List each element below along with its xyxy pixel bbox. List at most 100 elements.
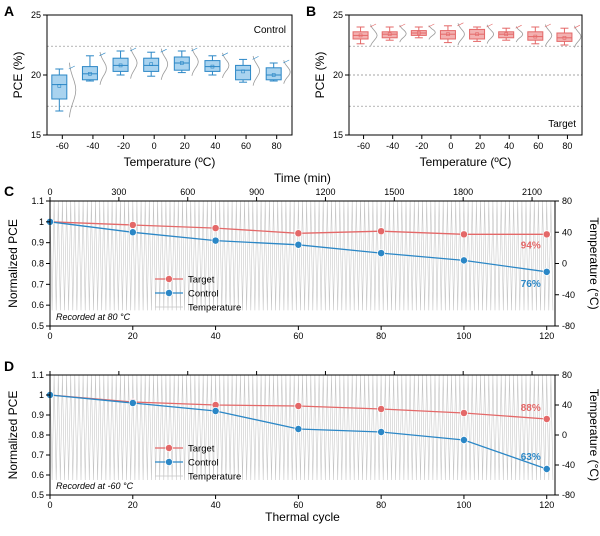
data-point-target [459, 409, 468, 417]
y-tick-label: 15 [333, 130, 343, 140]
box [173, 56, 190, 71]
y-tick-label: 1 [39, 390, 44, 400]
scatter-point [99, 52, 106, 57]
y-tick-label: 1 [39, 217, 44, 227]
legend-label: Target [188, 444, 215, 455]
data-point-control [294, 240, 303, 249]
top-x-tick-label: 300 [111, 187, 126, 197]
x-tick-label: 0 [47, 500, 52, 510]
panel-annotation: Control [254, 25, 286, 36]
box [556, 32, 573, 42]
box-mean [417, 31, 421, 35]
box-mean [88, 72, 92, 76]
scatter-point [486, 23, 493, 28]
right-y-tick-label: 80 [562, 370, 572, 380]
x-tick-label: 20 [128, 331, 138, 341]
scatter-point [399, 23, 406, 28]
right-y-tick-label: 40 [562, 227, 572, 237]
x-tick-label: 80 [376, 331, 386, 341]
x-tick-label: 60 [293, 500, 303, 510]
distribution-curve [130, 47, 138, 79]
right-y-tick-label: 80 [562, 196, 572, 206]
legend-marker [165, 275, 173, 283]
distribution-curve [222, 52, 230, 79]
box-mean [57, 84, 62, 88]
x-tick-label: 20 [128, 500, 138, 510]
x-tick-label: 80 [272, 141, 282, 151]
box [265, 67, 282, 81]
box-mean [180, 61, 184, 65]
distribution-curve [191, 47, 199, 76]
distribution-curve [160, 48, 169, 80]
temperature-trace [49, 200, 554, 311]
x-tick-label: -40 [386, 141, 399, 151]
y-axis-label: PCE (%) [11, 52, 25, 99]
x-tick-label: 60 [533, 141, 543, 151]
x-tick-label: -40 [86, 141, 99, 151]
x-tick-label: 0 [152, 141, 157, 151]
data-point-target [459, 230, 468, 239]
box-mean [118, 63, 123, 68]
x-tick-label: -20 [415, 141, 428, 151]
x-axis-label: Thermal cycle [265, 510, 340, 524]
box [381, 31, 398, 39]
data-point-control [211, 407, 220, 415]
x-tick-label: 40 [504, 141, 514, 151]
end-value-label: 63% [521, 452, 541, 463]
right-y-tick-label: -40 [562, 290, 575, 300]
data-point-target [542, 230, 551, 239]
x-tick-label: 100 [456, 500, 471, 510]
box [498, 31, 515, 39]
box-mean [446, 32, 450, 37]
x-tick-label: 0 [448, 141, 453, 151]
distribution-curve [515, 26, 524, 43]
x-tick-label: 20 [475, 141, 485, 151]
scatter-point [428, 23, 435, 28]
right-y-tick-label: 40 [562, 400, 572, 410]
x-tick-label: 80 [562, 141, 572, 151]
box-mean [387, 32, 392, 37]
legend-label: Target [188, 275, 215, 286]
y-tick-label: 25 [31, 10, 41, 20]
distribution-curve [574, 25, 582, 48]
top-x-tick-label: 1500 [384, 187, 404, 197]
y-tick-label: 0.6 [31, 300, 44, 310]
box-mean [475, 32, 479, 37]
panel-annotation: Target [548, 119, 576, 130]
panel-letter: D [4, 358, 14, 374]
panel-letter: A [4, 3, 14, 19]
distribution-curve [457, 23, 465, 46]
panel-letter: C [4, 183, 14, 199]
panel-annotation: Recorded at 80 °C [56, 312, 131, 322]
box [204, 60, 221, 72]
scatter-point [283, 59, 290, 64]
data-point-control [128, 399, 137, 407]
data-point-target [294, 402, 303, 410]
box [439, 30, 456, 40]
data-point-target [211, 224, 220, 233]
y-tick-label: 20 [31, 70, 41, 80]
y-tick-label: 25 [333, 10, 343, 20]
panel-c: 94%76%0 20 40 60 80 100 1200 300 600 900 1200 1500 1… [6, 171, 600, 341]
right-y-tick-label: -80 [562, 490, 575, 500]
panel-annotation: Recorded at -60 °C [56, 481, 134, 491]
panel-d: 88% 63% 0 20 40 60 80 100 120 Thermal cycle 0.5 0.6… [6, 370, 600, 524]
x-tick-label: 120 [539, 331, 554, 341]
right-y-axis-label: Temperature (°C) [587, 389, 600, 481]
distribution-curve [545, 24, 553, 47]
legend-marker [165, 458, 173, 466]
x-axis-label: Temperature (ºC) [124, 155, 216, 169]
data-point-control [377, 249, 386, 258]
distribution-curve [428, 25, 436, 40]
x-tick-label: 80 [376, 500, 386, 510]
right-y-tick-label: -80 [562, 321, 575, 331]
top-axis-label: Time (min) [274, 171, 331, 185]
box [112, 57, 129, 72]
top-x-tick-label: 2100 [522, 187, 542, 197]
panel-letter: B [306, 3, 316, 19]
y-tick-label: 0.6 [31, 470, 44, 480]
legend-label: Temperature [188, 303, 241, 314]
x-tick-label: 0 [47, 331, 52, 341]
